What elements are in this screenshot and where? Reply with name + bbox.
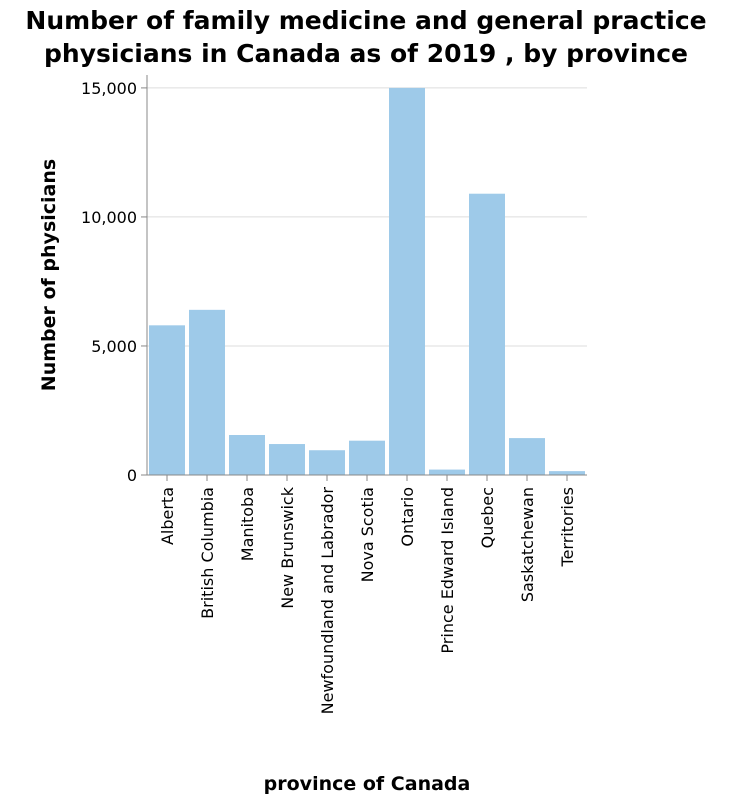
x-tick-label: Prince Edward Island: [438, 487, 457, 654]
bars: [149, 87, 585, 476]
bar: [549, 471, 585, 475]
x-tick-label: Quebec: [478, 487, 497, 548]
bar: [509, 438, 545, 475]
chart-title-line-1: Number of family medicine and general pr…: [25, 6, 707, 35]
y-tick-label: 15,000: [81, 79, 137, 98]
y-tick-label: 0: [127, 466, 137, 485]
x-tick-label: British Columbia: [198, 487, 217, 619]
bar: [469, 193, 505, 476]
chart-title-line-2: physicians in Canada as of 2019 , by pro…: [44, 39, 688, 68]
bar: [389, 87, 425, 475]
bar: [189, 309, 225, 475]
bar: [269, 444, 305, 475]
y-tick-label: 5,000: [91, 337, 137, 356]
bar: [229, 435, 265, 475]
chart-title: Number of family medicine and general pr…: [0, 4, 732, 70]
x-tick-label: Nova Scotia: [358, 487, 377, 582]
x-tick-label: Ontario: [398, 487, 417, 547]
bar: [429, 469, 465, 475]
x-axis-title: province of Canada: [264, 773, 471, 795]
x-tick-label: Territories: [558, 487, 577, 567]
bar: [349, 440, 385, 475]
y-axis-title: Number of physicians: [38, 159, 60, 391]
x-tick-label: Newfoundland and Labrador: [318, 487, 337, 715]
y-tick-label: 10,000: [81, 208, 137, 227]
bar: [149, 325, 185, 475]
x-tick-label: New Brunswick: [278, 486, 297, 608]
x-tick-label: Alberta: [158, 487, 177, 545]
bar: [309, 450, 345, 475]
axes: 0 5,000 10,000 15,000 Alberta British Columbi…: [81, 75, 587, 714]
x-tick-label: Manitoba: [238, 487, 257, 561]
x-tick-label: Saskatchewan: [518, 487, 537, 602]
